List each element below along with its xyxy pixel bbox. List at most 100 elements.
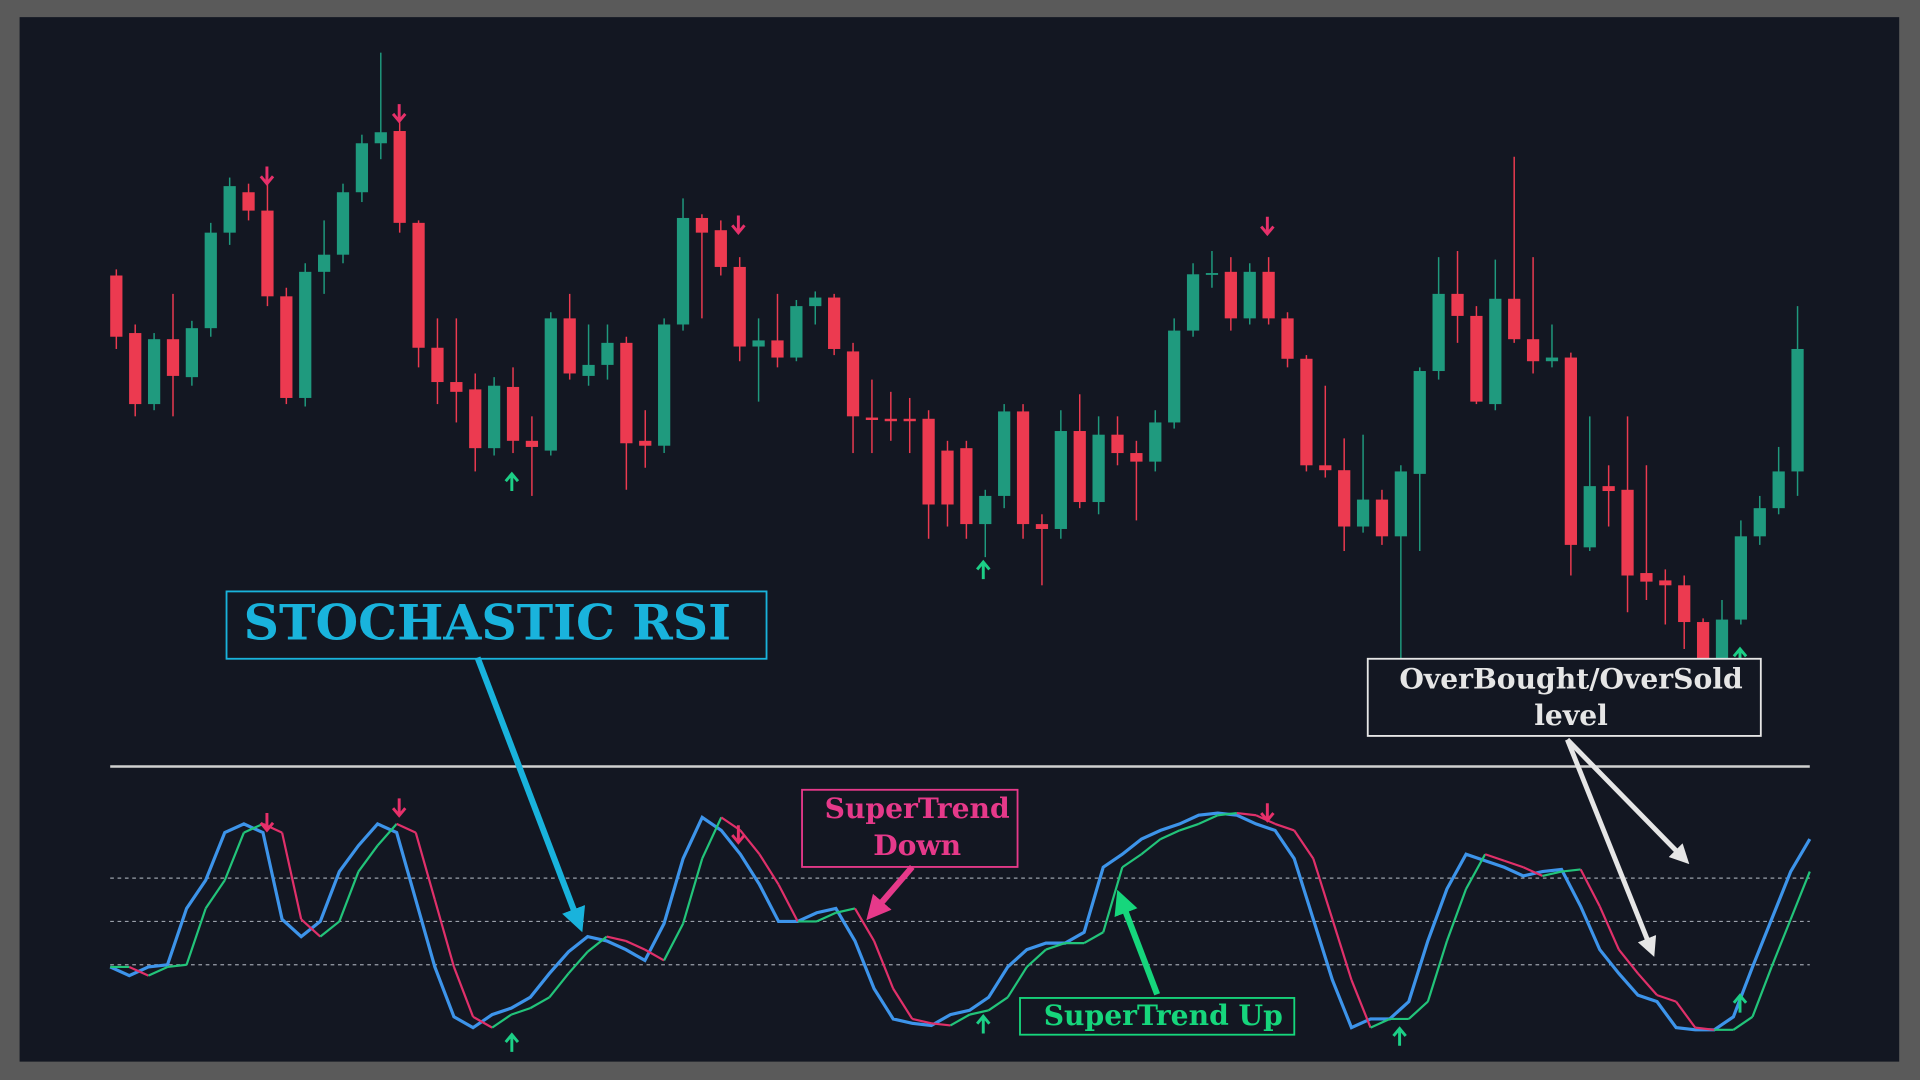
d-line-segment: [529, 996, 550, 1010]
candle-body: [714, 230, 727, 267]
candle-body: [110, 275, 123, 337]
d-line-segment: [931, 1022, 951, 1027]
k-line: [109, 811, 1812, 1032]
chart-background: [19, 17, 1900, 1062]
candle-body: [1432, 293, 1445, 372]
d-line-segment: [1121, 853, 1143, 869]
d-line-segment: [586, 935, 608, 953]
candle-body: [1375, 499, 1389, 537]
candle-body: [1602, 486, 1615, 492]
d-line-segment: [1026, 948, 1047, 968]
d-line-segment: [243, 822, 264, 834]
annotation-text: level: [1534, 699, 1608, 732]
candle-body: [299, 271, 312, 398]
d-line-segment: [758, 853, 780, 886]
candle-body: [280, 296, 293, 398]
d-line-segment: [1217, 811, 1238, 817]
d-line-segment: [376, 823, 398, 847]
d-line-segment: [835, 907, 856, 914]
candle-body: [1394, 471, 1407, 537]
candle-body: [1262, 271, 1275, 319]
annotation-arrow: [866, 864, 915, 921]
d-line-segment: [1770, 918, 1792, 968]
d-line-segment: [988, 996, 1009, 1012]
candle-body: [506, 386, 520, 441]
d-line-segment: [1598, 905, 1620, 951]
candle-body: [185, 328, 199, 378]
d-line-segment: [1179, 822, 1200, 832]
d-line-segment: [1542, 870, 1562, 877]
d-line-segment: [1198, 814, 1219, 825]
d-line-segment: [300, 918, 322, 938]
d-line-segment: [1331, 918, 1353, 981]
candle-body: [1791, 348, 1804, 472]
d-line-segment: [1656, 994, 1677, 1003]
d-line-segment: [912, 1017, 932, 1025]
candle-body: [1130, 453, 1143, 462]
candle-body: [1413, 371, 1426, 474]
candle-body: [922, 418, 935, 505]
d-line-segment: [1102, 866, 1124, 933]
candle-body: [998, 411, 1011, 496]
d-line-segment: [1370, 1017, 1391, 1029]
candle-body: [1451, 293, 1464, 316]
candle-body: [1508, 298, 1521, 340]
d-line-segment: [1160, 829, 1181, 841]
d-line-segment: [1789, 871, 1811, 920]
candle-body: [733, 266, 746, 347]
candle-body: [620, 342, 633, 444]
candle-body: [1186, 274, 1200, 331]
d-line-segment: [319, 920, 341, 938]
candle-body: [1489, 298, 1502, 405]
d-line-segment: [1522, 866, 1543, 877]
annotation-text: OverBought/OverSold: [1399, 662, 1743, 695]
d-line-segment: [1293, 829, 1315, 860]
candle-body: [336, 192, 350, 255]
d-line-segment: [1561, 868, 1581, 873]
candle-body: [412, 222, 425, 348]
annotation-text: SuperTrend Up: [1044, 999, 1283, 1032]
d-line-segment: [1617, 948, 1639, 975]
d-line-segment: [472, 1015, 493, 1029]
d-line-segment: [280, 832, 303, 920]
candle-body: [884, 418, 897, 422]
d-line-segment: [396, 822, 417, 834]
annotations: STOCHASTIC RSI SuperTrend Down SuperTren…: [225, 590, 1762, 1036]
d-line-segment: [606, 935, 627, 943]
candle-body: [1621, 489, 1634, 576]
candle-body: [771, 340, 784, 358]
d-line-segment: [1083, 931, 1104, 945]
candle-body: [1659, 580, 1672, 586]
d-line-segment: [969, 1009, 989, 1016]
d-line-segment: [204, 879, 226, 910]
candle-body: [1772, 471, 1785, 509]
d-line-segment: [414, 832, 436, 901]
candle-body: [1243, 271, 1256, 319]
d-line-segment: [1579, 868, 1601, 907]
candle-body: [544, 318, 557, 451]
candle-body: [1111, 434, 1124, 454]
candle-body: [828, 297, 841, 349]
d-line-segment: [1408, 1000, 1429, 1020]
candle-body: [865, 417, 879, 420]
candle-body: [1168, 330, 1181, 423]
d-line-segment: [1751, 966, 1773, 1018]
d-line-segment: [1236, 811, 1257, 817]
candle-body: [1696, 622, 1710, 662]
d-line-segment: [1637, 972, 1658, 996]
d-line-segment: [1274, 822, 1295, 832]
candle-body: [1545, 357, 1559, 362]
d-line-segment: [892, 988, 914, 1020]
d-line-segment: [1732, 1015, 1754, 1031]
candle-body: [1054, 431, 1067, 529]
candle-body: [1338, 470, 1351, 527]
annotation-box: [225, 590, 768, 660]
annotation-text: SuperTrend: [825, 792, 1010, 825]
d-line-segment: [663, 923, 685, 961]
candle-body: [1319, 465, 1332, 471]
d-line-segment: [1675, 1000, 1697, 1029]
candle-body: [1564, 357, 1577, 545]
d-line-segment: [167, 963, 187, 969]
